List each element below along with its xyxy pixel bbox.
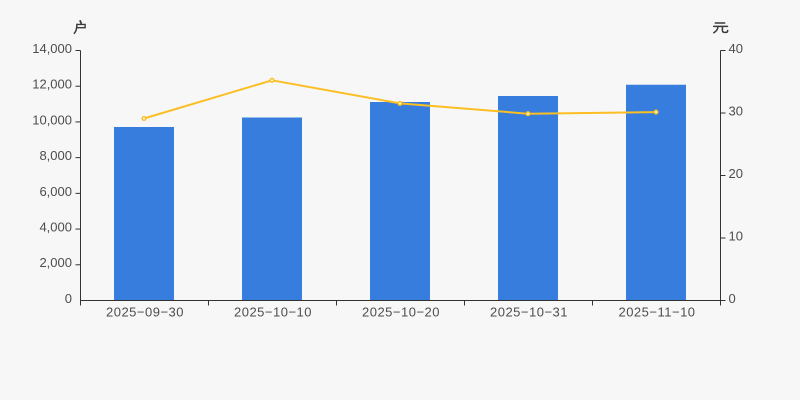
- svg-text:2025−10−31: 2025−10−31: [490, 305, 568, 320]
- svg-text:2,000: 2,000: [39, 255, 72, 270]
- svg-text:0: 0: [65, 291, 72, 306]
- svg-text:2025−09−30: 2025−09−30: [106, 305, 184, 320]
- svg-text:10,000: 10,000: [32, 112, 72, 127]
- svg-text:2025−11−10: 2025−11−10: [618, 305, 695, 320]
- svg-text:2025−10−10: 2025−10−10: [234, 305, 312, 320]
- svg-text:0: 0: [729, 291, 736, 306]
- svg-text:20: 20: [729, 166, 743, 181]
- svg-text:6,000: 6,000: [39, 184, 72, 199]
- svg-text:30: 30: [729, 103, 743, 118]
- svg-text:10: 10: [729, 228, 743, 243]
- svg-text:8,000: 8,000: [39, 148, 72, 163]
- svg-text:12,000: 12,000: [32, 77, 72, 92]
- svg-text:2025−10−20: 2025−10−20: [362, 305, 440, 320]
- svg-text:4,000: 4,000: [39, 220, 72, 235]
- svg-text:40: 40: [729, 41, 743, 56]
- svg-text:14,000: 14,000: [32, 41, 72, 56]
